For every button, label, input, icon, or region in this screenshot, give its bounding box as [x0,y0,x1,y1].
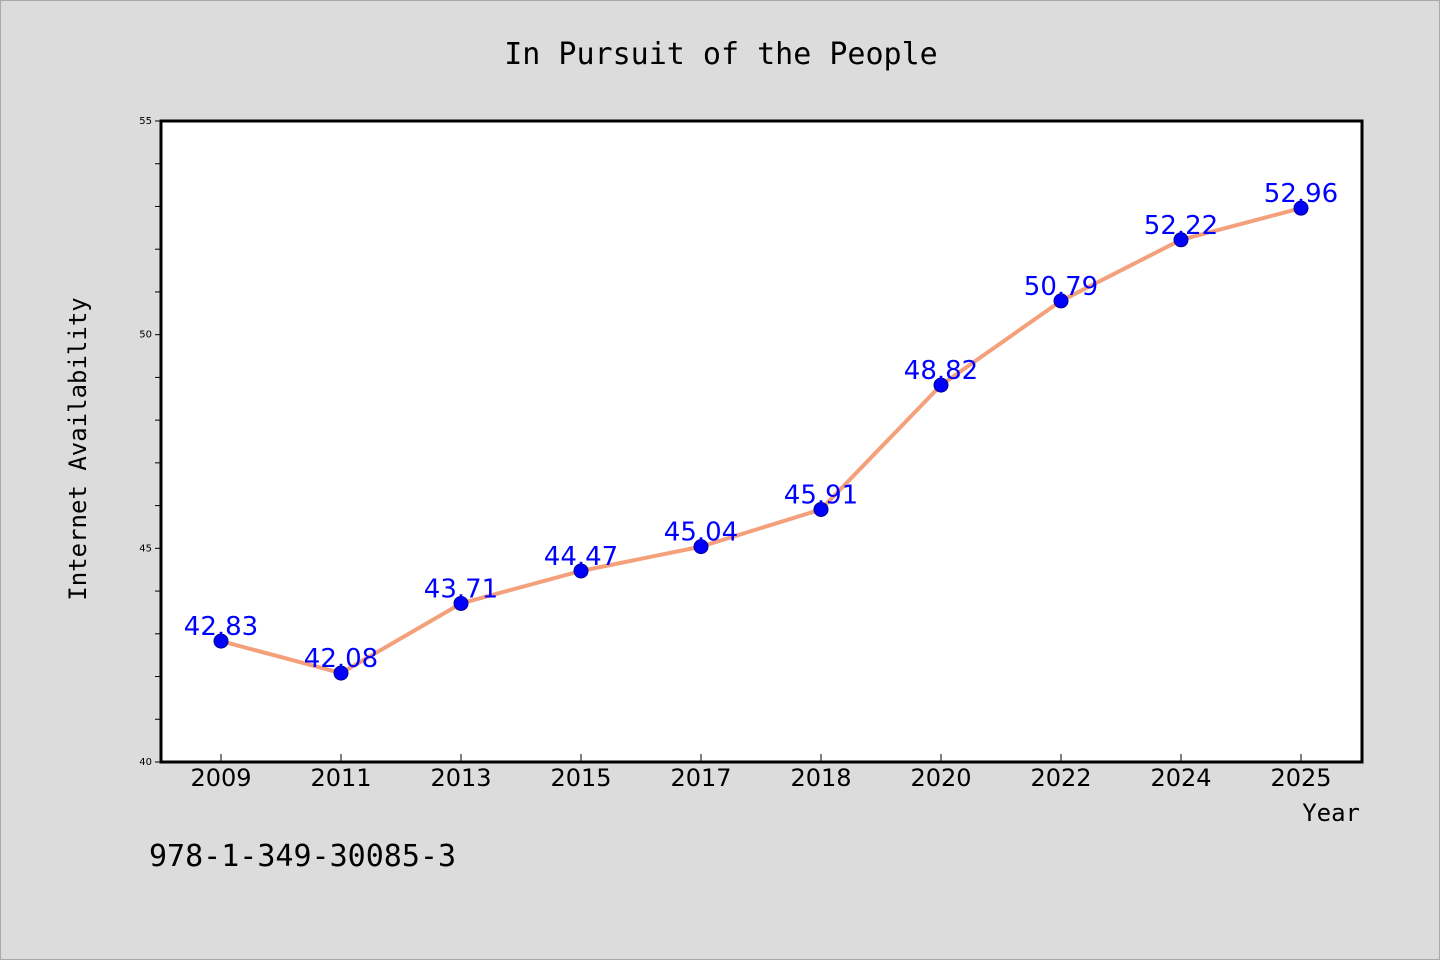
data-label: 45.04 [664,518,738,548]
plot-area [159,119,1364,764]
data-labels-group: 42.83 42.08 43.71 44.47 45.04 45.91 48.82 50.79… [184,179,1338,674]
y-tick-label: 40 [139,757,152,768]
data-label: 52.96 [1264,179,1338,209]
x-tick-label: 2011 [310,764,371,792]
data-point-marker [813,501,829,517]
y-tick-label: 45 [139,543,152,554]
data-point-marker [333,665,349,681]
x-tick-label: 2017 [670,764,731,792]
y-axis: 40 45 50 55 [139,116,161,768]
data-label: 50.79 [1024,272,1098,302]
data-point-marker [1053,293,1069,309]
data-point-marker [573,563,589,579]
data-label: 52.22 [1144,211,1218,241]
isbn-label: 978-1-349-30085-3 [149,839,456,874]
x-tick-label: 2022 [1030,764,1091,792]
x-tick-label: 2009 [190,764,251,792]
data-label: 48.82 [904,356,978,386]
data-point-marker [693,539,709,555]
x-axis: 2009 2011 2013 2015 2017 2018 2020 2022 2024 2025 [190,754,1332,792]
x-tick-label: 2020 [910,764,971,792]
x-tick-label: 2013 [430,764,491,792]
x-tick-label: 2015 [550,764,611,792]
x-tick-label: 2024 [1150,764,1211,792]
data-point-marker [213,633,229,649]
data-label: 42.08 [304,644,378,674]
data-label: 44.47 [544,542,618,572]
data-point-marker [1293,200,1309,216]
data-label: 42.83 [184,612,258,642]
data-point-marker [453,595,469,611]
y-tick-label: 55 [139,116,152,127]
x-axis-title: Year [1302,799,1360,827]
y-tick-label: 50 [139,330,152,341]
x-tick-label: 2018 [790,764,851,792]
y-axis-title: Internet Availability [64,297,92,600]
chart-title: In Pursuit of the People [504,37,937,72]
data-point-marker [1173,232,1189,248]
data-label: 43.71 [424,574,498,604]
series-line [219,206,1303,676]
series-line-group [213,200,1309,681]
data-label: 45.91 [784,480,858,510]
data-point-marker [933,377,949,393]
x-tick-label: 2025 [1270,764,1331,792]
